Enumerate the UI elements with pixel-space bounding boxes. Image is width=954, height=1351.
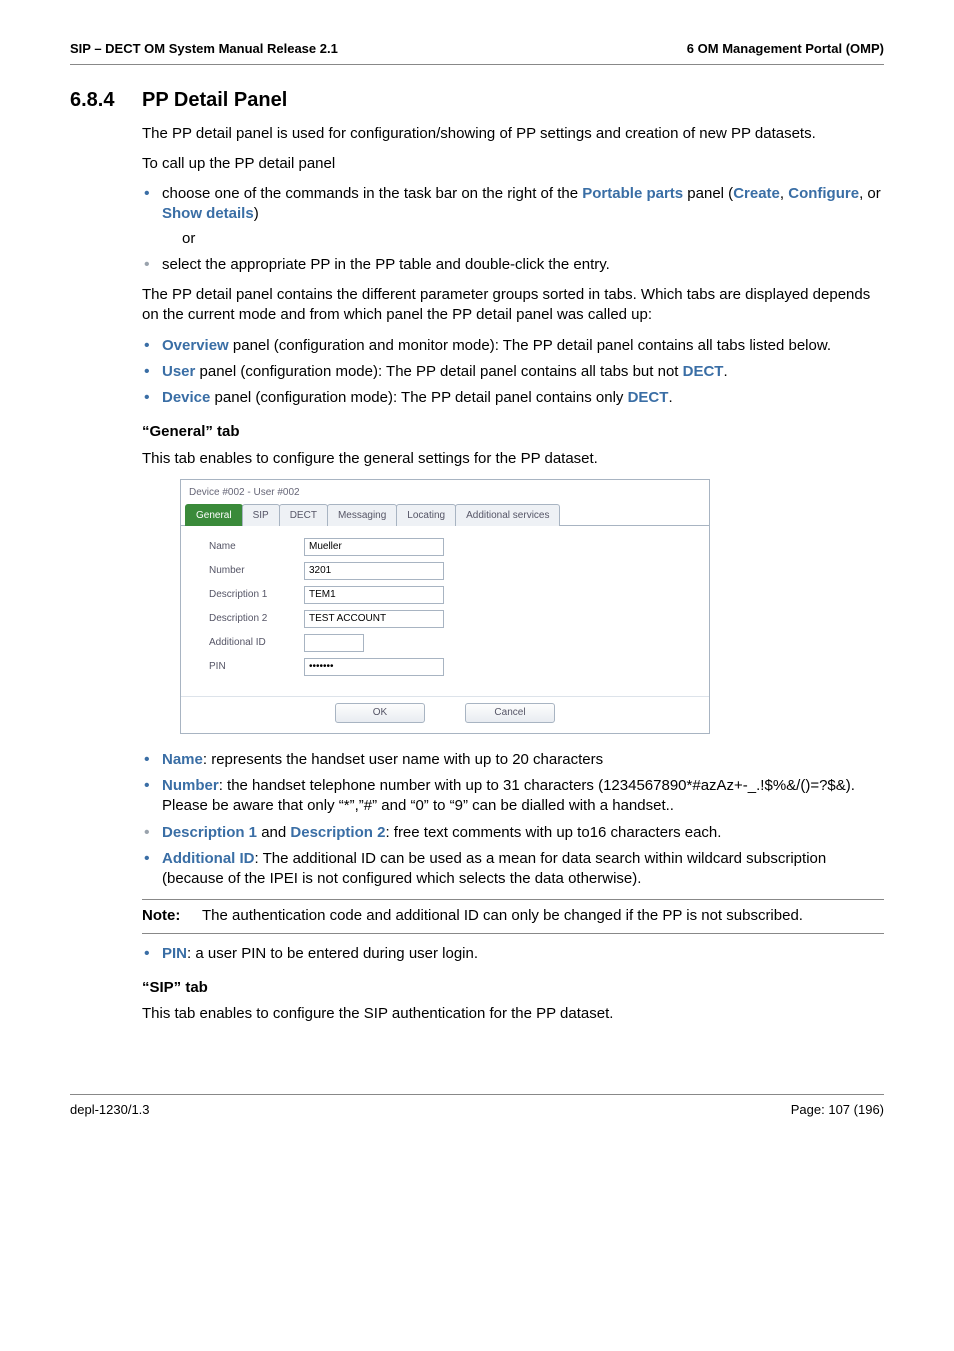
list-item: Description 1 and Description 2: free te… bbox=[142, 823, 884, 843]
input-number[interactable] bbox=[304, 562, 444, 580]
input-pin[interactable] bbox=[304, 658, 444, 676]
list-item: Additional ID: The additional ID can be … bbox=[142, 849, 884, 890]
pp-detail-panel-screenshot: Device #002 - User #002 General SIP DECT… bbox=[180, 479, 710, 734]
header-right: 6 OM Management Portal (OMP) bbox=[687, 40, 884, 58]
list-item: Overview panel (configuration and monito… bbox=[142, 336, 884, 356]
link-user: User bbox=[162, 363, 195, 380]
label-name: Name bbox=[209, 540, 304, 554]
general-tab-intro: This tab enables to configure the genera… bbox=[142, 449, 884, 469]
panel-body: Name Number Description 1 Description 2 … bbox=[181, 526, 709, 690]
link-dect: DECT bbox=[628, 389, 669, 406]
field-description-1: Description 1 bbox=[162, 824, 257, 841]
label-description-2: Description 2 bbox=[209, 612, 304, 626]
page-header: SIP – DECT OM System Manual Release 2.1 … bbox=[70, 40, 884, 65]
note-label: Note: bbox=[142, 900, 202, 933]
label-description-1: Description 1 bbox=[209, 588, 304, 602]
ok-button[interactable]: OK bbox=[335, 703, 425, 723]
list-item: PIN: a user PIN to be entered during use… bbox=[142, 944, 884, 964]
tab-additional-services[interactable]: Additional services bbox=[455, 504, 560, 526]
link-overview: Overview bbox=[162, 337, 229, 354]
input-description-1[interactable] bbox=[304, 586, 444, 604]
link-configure: Configure bbox=[788, 185, 859, 202]
list-item: select the appropriate PP in the PP tabl… bbox=[142, 255, 884, 275]
field-desc-list: Name: represents the handset user name w… bbox=[142, 750, 884, 890]
button-row: OK Cancel bbox=[181, 696, 709, 733]
field-name: Name bbox=[162, 751, 203, 768]
field-pin: PIN bbox=[162, 945, 187, 962]
link-dect: DECT bbox=[683, 363, 724, 380]
link-portable-parts: Portable parts bbox=[582, 185, 683, 202]
panel-title: Device #002 - User #002 bbox=[181, 480, 709, 504]
field-number: Number bbox=[162, 777, 219, 794]
note-text: The authentication code and additional I… bbox=[202, 900, 884, 933]
link-create: Create bbox=[733, 185, 780, 202]
pin-list: PIN: a user PIN to be entered during use… bbox=[142, 944, 884, 964]
tab-dect[interactable]: DECT bbox=[279, 504, 328, 526]
label-number: Number bbox=[209, 564, 304, 578]
cancel-button[interactable]: Cancel bbox=[465, 703, 555, 723]
list-item: Device panel (configuration mode): The P… bbox=[142, 388, 884, 408]
or-text: or bbox=[182, 229, 884, 249]
list-item: Name: represents the handset user name w… bbox=[142, 750, 884, 770]
list-item: Number: the handset telephone number wit… bbox=[142, 776, 884, 817]
list-item: choose one of the commands in the task b… bbox=[142, 184, 884, 249]
para-callup: To call up the PP detail panel bbox=[142, 154, 884, 174]
tab-messaging[interactable]: Messaging bbox=[327, 504, 397, 526]
header-left: SIP – DECT OM System Manual Release 2.1 bbox=[70, 40, 338, 58]
general-tab-heading: “General” tab bbox=[142, 422, 884, 442]
tab-general[interactable]: General bbox=[185, 504, 243, 526]
footer-right: Page: 107 (196) bbox=[791, 1101, 884, 1119]
input-additional-id[interactable] bbox=[304, 634, 364, 652]
field-description-2: Description 2 bbox=[290, 824, 385, 841]
field-additional-id: Additional ID bbox=[162, 850, 255, 867]
label-additional-id: Additional ID bbox=[209, 636, 304, 650]
tab-bar: General SIP DECT Messaging Locating Addi… bbox=[181, 503, 709, 526]
list-item: User panel (configuration mode): The PP … bbox=[142, 362, 884, 382]
link-device: Device bbox=[162, 389, 210, 406]
section-number: 6.8.4 bbox=[70, 87, 142, 114]
page-footer: depl-1230/1.3 Page: 107 (196) bbox=[70, 1094, 884, 1119]
sip-tab-intro: This tab enables to configure the SIP au… bbox=[142, 1004, 884, 1024]
sip-tab-heading: “SIP” tab bbox=[142, 978, 884, 998]
panel-list: Overview panel (configuration and monito… bbox=[142, 336, 884, 409]
footer-left: depl-1230/1.3 bbox=[70, 1101, 150, 1119]
callup-list: choose one of the commands in the task b… bbox=[142, 184, 884, 275]
note-box: Note: The authentication code and additi… bbox=[142, 899, 884, 933]
link-show-details: Show details bbox=[162, 205, 254, 222]
tab-locating[interactable]: Locating bbox=[396, 504, 456, 526]
section-title: PP Detail Panel bbox=[142, 87, 287, 114]
label-pin: PIN bbox=[209, 660, 304, 674]
section-heading: 6.8.4 PP Detail Panel bbox=[70, 87, 884, 114]
input-name[interactable] bbox=[304, 538, 444, 556]
input-description-2[interactable] bbox=[304, 610, 444, 628]
para-tabs-explain: The PP detail panel contains the differe… bbox=[142, 285, 884, 326]
para-intro: The PP detail panel is used for configur… bbox=[142, 124, 884, 144]
tab-sip[interactable]: SIP bbox=[242, 504, 280, 526]
